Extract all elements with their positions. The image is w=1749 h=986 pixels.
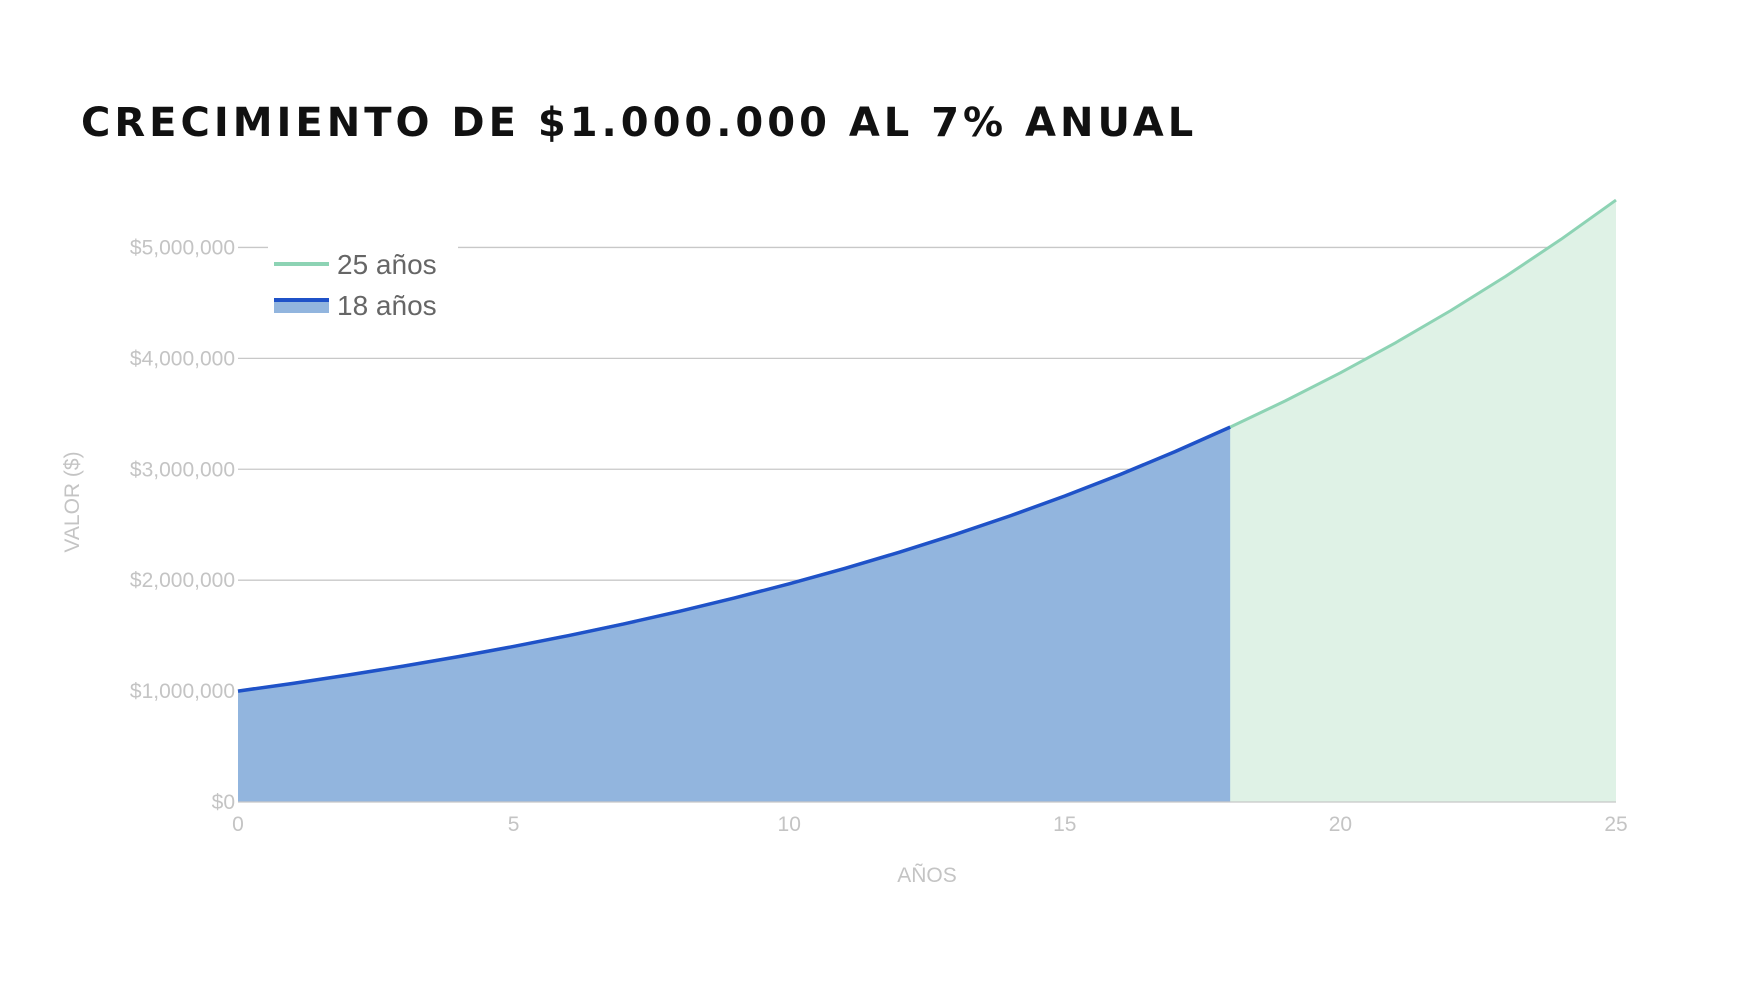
chart-title: CRECIMIENTO DE $1.000.000 AL 7% ANUAL (81, 100, 1198, 146)
legend-background (268, 240, 458, 328)
y-tick-label: $1,000,000 (130, 680, 235, 703)
legend-label-1: 18 años (337, 290, 437, 321)
series-lines (237, 198, 1617, 693)
x-tick-label: 5 (508, 813, 520, 836)
legend: 25 años 18 años (268, 240, 458, 328)
series-line-1 (237, 425, 1231, 693)
y-tick-label: $4,000,000 (130, 347, 235, 370)
legend-swatch-fill-1 (274, 299, 329, 313)
x-tick-label: 20 (1329, 813, 1352, 836)
series-areas (238, 200, 1616, 803)
x-axis-title: AÑOS (897, 863, 957, 887)
y-tick-label: $3,000,000 (130, 458, 235, 481)
x-tick-label: 10 (778, 813, 801, 836)
series-area-1 (238, 427, 1231, 802)
axes: $0 $1,000,000 $2,000,000 $3,000,000 $4,000,0… (61, 236, 1628, 887)
y-axis-title: VALOR ($) (61, 451, 84, 552)
y-tick-label: $5,000,000 (130, 236, 235, 259)
x-tick-label: 0 (232, 813, 244, 836)
y-tick-label: $2,000,000 (130, 569, 235, 592)
x-tick-label: 25 (1604, 813, 1627, 836)
legend-label-0: 25 años (337, 249, 437, 280)
y-tick-label: $0 (212, 791, 235, 814)
x-tick-label: 15 (1053, 813, 1076, 836)
